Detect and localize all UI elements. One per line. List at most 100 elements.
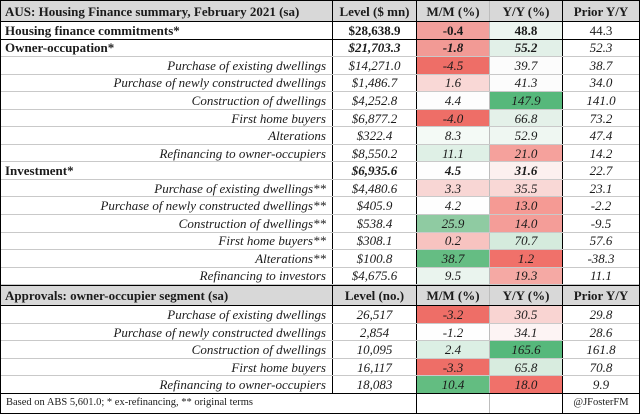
table-row: Refinancing to owner-occupiers 18,083 10.4…	[1, 376, 639, 394]
table-row: Construction of dwellings** $538.4 25.9 14.…	[1, 215, 639, 233]
mm-cell: 4.4	[417, 92, 490, 109]
level-cell: $4,675.6	[333, 267, 417, 285]
mm-cell: 10.4	[417, 376, 490, 393]
footer-empty-mm	[417, 393, 490, 413]
table-row: First home buyers** $308.1 0.2 70.7 57.6	[1, 232, 639, 251]
label-cell: Investment*	[1, 162, 333, 179]
prior-cell: 44.3	[589, 22, 613, 38]
label-cell: Purchase of existing dwellings**	[1, 179, 333, 197]
author-credit: @JFosterFM	[573, 397, 629, 409]
table-row: Construction of dwellings $4,252.8 4.4 147.…	[1, 92, 639, 110]
table-title: AUS: Housing Finance summary, February 2…	[1, 1, 333, 21]
mm-cell: 3.3	[417, 179, 490, 197]
table-row: Construction of dwellings 10,095 2.4 165.6 1…	[1, 341, 639, 359]
mm-cell: 4.5	[417, 162, 490, 179]
yy-cell: 39.7	[490, 57, 563, 74]
prior-cell: 14.2	[589, 145, 613, 161]
yy-cell: 1.2	[490, 250, 563, 267]
label-cell: Purchase of existing dwellings	[1, 306, 333, 323]
col-header-prior: Prior Y/Y	[573, 288, 629, 304]
yy-cell: 66.8	[490, 109, 563, 127]
level-cell: $322.4	[333, 127, 417, 144]
prior-cell: 52.3	[589, 40, 613, 56]
yy-cell: 147.9	[490, 92, 563, 109]
mm-cell: -4.0	[417, 109, 490, 127]
mm-cell: 11.1	[417, 144, 490, 162]
prior-cell: -2.2	[590, 198, 612, 214]
mm-cell: -4.5	[417, 57, 490, 74]
table-row: Investment* $6,935.6 4.5 31.6 22.7	[1, 162, 639, 180]
label-cell: Alterations	[1, 127, 333, 144]
table-row: Purchase of newly constructed dwellings $…	[1, 74, 639, 93]
level-cell: $6,935.6	[333, 162, 417, 179]
col-header-yy: Y/Y (%)	[490, 1, 563, 21]
prior-cell: 73.2	[589, 110, 613, 126]
prior-cell: -38.3	[587, 250, 615, 266]
table-row: Refinancing to investors $4,675.6 9.5 19.3 1…	[1, 267, 639, 286]
level-cell: $4,252.8	[333, 92, 417, 109]
table-row: Purchase of newly constructed dwellings 2…	[1, 323, 639, 342]
col-header-mm: M/M (%)	[417, 286, 490, 306]
label-cell: Purchase of newly constructed dwellings	[1, 74, 333, 92]
prior-cell: 57.6	[589, 233, 613, 249]
table-row: First home buyers 16,117 -3.3 65.8 70.8	[1, 358, 639, 377]
level-cell: $21,703.3	[333, 39, 417, 57]
yy-cell: 21.0	[490, 144, 563, 162]
yy-cell: 41.3	[490, 74, 563, 92]
table-row: Refinancing to owner-occupiers $8,550.2 11…	[1, 144, 639, 163]
label-cell: Construction of dwellings	[1, 92, 333, 109]
table-row: Purchase of newly constructed dwellings*…	[1, 197, 639, 216]
table-row: Purchase of existing dwellings 26,517 -3.2…	[1, 306, 639, 324]
mm-cell: 0.2	[417, 232, 490, 250]
table-row: Alterations $322.4 8.3 52.9 47.4	[1, 127, 639, 145]
table-footer: Based on ABS 5,601.0; * ex-refinancing, …	[1, 393, 639, 413]
mm-cell: 1.6	[417, 74, 490, 92]
label-cell: Refinancing to owner-occupiers	[1, 376, 333, 393]
yy-cell: 55.2	[490, 39, 563, 57]
level-cell: $6,877.2	[333, 109, 417, 127]
prior-cell: 34.0	[589, 75, 613, 91]
level-cell: $4,480.6	[333, 179, 417, 197]
label-cell: Purchase of existing dwellings	[1, 57, 333, 74]
approvals-rows: Purchase of existing dwellings 26,517 -3.2…	[1, 306, 639, 394]
level-cell: $405.9	[333, 197, 417, 215]
label-cell: First home buyers**	[1, 232, 333, 250]
prior-cell: 22.7	[589, 163, 613, 179]
label-cell: Housing finance commitments*	[1, 22, 333, 39]
level-cell: $28,638.9	[333, 22, 417, 39]
level-cell: 2,854	[333, 323, 417, 341]
col-header-prior: Prior Y/Y	[573, 3, 629, 19]
table-row: Housing finance commitments* $28,638.9 -0.…	[1, 22, 639, 40]
mm-cell: -3.2	[417, 306, 490, 323]
level-cell: $100.8	[333, 250, 417, 267]
level-cell: 18,083	[333, 376, 417, 393]
yy-cell: 13.0	[490, 197, 563, 215]
table-header-finance: AUS: Housing Finance summary, February 2…	[1, 1, 639, 22]
prior-cell: 23.1	[589, 180, 613, 196]
table-header-approvals: Approvals: owner-occupier segment (sa) L…	[1, 285, 639, 307]
mm-cell: -3.3	[417, 358, 490, 376]
level-cell: $1,486.7	[333, 74, 417, 92]
level-cell: 10,095	[333, 341, 417, 358]
prior-cell: 161.8	[586, 342, 616, 358]
prior-cell: -9.5	[590, 215, 612, 231]
yy-cell: 34.1	[490, 323, 563, 341]
finance-rows: Housing finance commitments* $28,638.9 -0.…	[1, 22, 639, 286]
mm-cell: -1.8	[417, 39, 490, 57]
footer-empty-yy	[490, 393, 563, 413]
yy-cell: 52.9	[490, 127, 563, 144]
table-row: Purchase of existing dwellings** $4,480.6…	[1, 179, 639, 198]
mm-cell: 38.7	[417, 250, 490, 267]
label-cell: First home buyers	[1, 358, 333, 376]
mm-cell: -0.4	[417, 22, 490, 39]
table-row: Alterations** $100.8 38.7 1.2 -38.3	[1, 250, 639, 268]
level-cell: $308.1	[333, 232, 417, 250]
yy-cell: 19.3	[490, 267, 563, 285]
label-cell: Construction of dwellings	[1, 341, 333, 358]
mm-cell: 4.2	[417, 197, 490, 215]
yy-cell: 48.8	[490, 22, 563, 39]
yy-cell: 165.6	[490, 341, 563, 358]
level-cell: 16,117	[333, 358, 417, 376]
yy-cell: 65.8	[490, 358, 563, 376]
